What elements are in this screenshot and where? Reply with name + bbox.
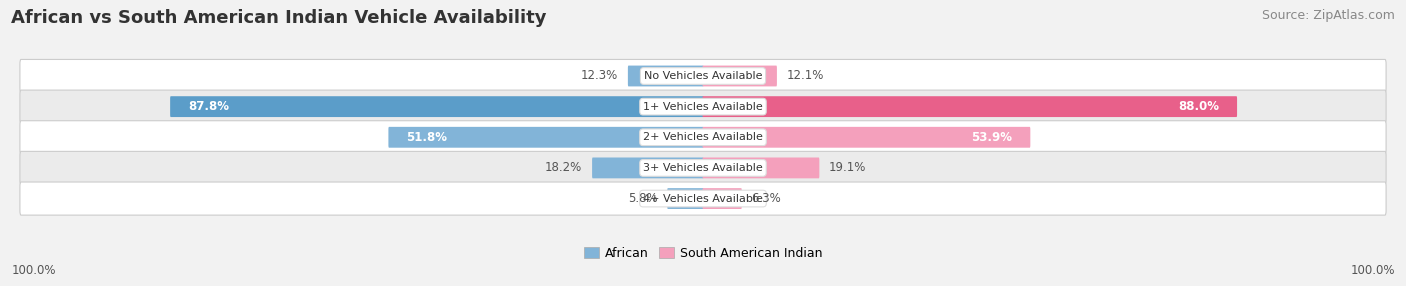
Text: 100.0%: 100.0%: [11, 265, 56, 277]
FancyBboxPatch shape: [20, 151, 1386, 184]
FancyBboxPatch shape: [20, 182, 1386, 215]
Text: 19.1%: 19.1%: [830, 161, 866, 174]
Text: 87.8%: 87.8%: [188, 100, 229, 113]
Text: 88.0%: 88.0%: [1178, 100, 1219, 113]
Text: Source: ZipAtlas.com: Source: ZipAtlas.com: [1261, 9, 1395, 21]
Text: 12.1%: 12.1%: [787, 69, 824, 82]
Text: 12.3%: 12.3%: [581, 69, 619, 82]
FancyBboxPatch shape: [628, 65, 703, 86]
FancyBboxPatch shape: [703, 188, 742, 209]
Text: 53.9%: 53.9%: [972, 131, 1012, 144]
FancyBboxPatch shape: [668, 188, 703, 209]
FancyBboxPatch shape: [20, 121, 1386, 154]
FancyBboxPatch shape: [703, 127, 1031, 148]
FancyBboxPatch shape: [170, 96, 703, 117]
Text: 3+ Vehicles Available: 3+ Vehicles Available: [643, 163, 763, 173]
FancyBboxPatch shape: [592, 158, 703, 178]
FancyBboxPatch shape: [703, 158, 820, 178]
Text: African vs South American Indian Vehicle Availability: African vs South American Indian Vehicle…: [11, 9, 547, 27]
Text: 6.3%: 6.3%: [752, 192, 782, 205]
Text: 5.8%: 5.8%: [628, 192, 658, 205]
Text: 100.0%: 100.0%: [1350, 265, 1395, 277]
Legend: African, South American Indian: African, South American Indian: [579, 242, 827, 265]
Text: No Vehicles Available: No Vehicles Available: [644, 71, 762, 81]
FancyBboxPatch shape: [703, 65, 778, 86]
Text: 18.2%: 18.2%: [546, 161, 582, 174]
Text: 1+ Vehicles Available: 1+ Vehicles Available: [643, 102, 763, 112]
Text: 2+ Vehicles Available: 2+ Vehicles Available: [643, 132, 763, 142]
FancyBboxPatch shape: [388, 127, 703, 148]
Text: 4+ Vehicles Available: 4+ Vehicles Available: [643, 194, 763, 204]
FancyBboxPatch shape: [20, 59, 1386, 93]
FancyBboxPatch shape: [703, 96, 1237, 117]
FancyBboxPatch shape: [20, 90, 1386, 123]
Text: 51.8%: 51.8%: [406, 131, 447, 144]
